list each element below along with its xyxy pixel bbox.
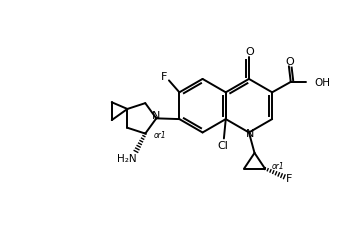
Text: O: O bbox=[285, 56, 294, 66]
Text: N: N bbox=[152, 110, 160, 120]
Text: F: F bbox=[286, 173, 293, 183]
Text: O: O bbox=[245, 47, 254, 57]
Text: Cl: Cl bbox=[218, 140, 229, 150]
Text: or1: or1 bbox=[154, 130, 166, 139]
Text: or1: or1 bbox=[272, 161, 284, 170]
Text: H₂N: H₂N bbox=[117, 153, 136, 163]
Text: F: F bbox=[161, 72, 167, 82]
Text: N: N bbox=[245, 128, 254, 138]
Text: OH: OH bbox=[314, 77, 331, 87]
